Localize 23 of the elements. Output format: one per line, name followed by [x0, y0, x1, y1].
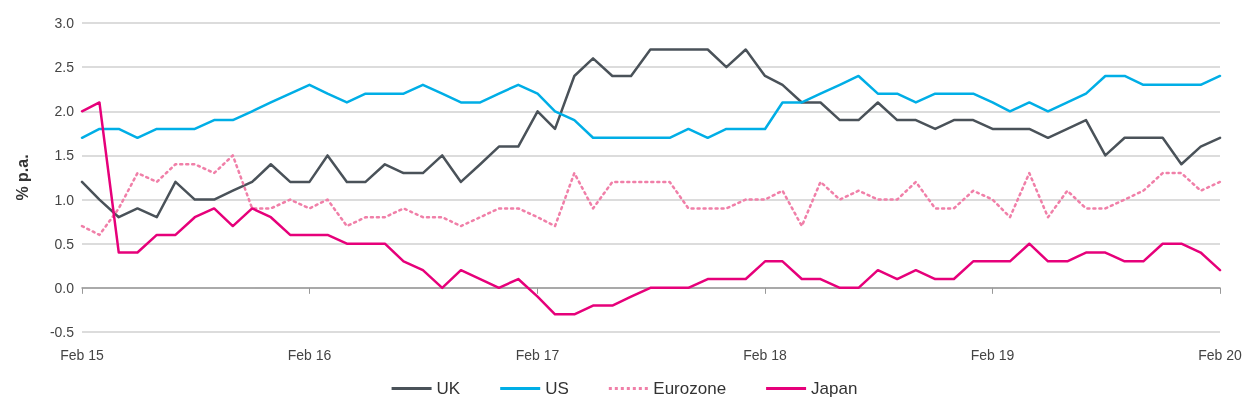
y-tick-label: 1.5 — [54, 147, 75, 164]
legend-label: US — [545, 379, 569, 398]
x-tick-label: Feb 17 — [515, 347, 560, 363]
x-tick-label: Feb 15 — [60, 347, 104, 363]
line-series — [80, 154, 1222, 237]
legend-label: Eurozone — [653, 379, 727, 398]
x-tick-label: Feb 19 — [970, 347, 1015, 363]
y-tick-label: 2.5 — [54, 59, 75, 76]
y-tick-label: 0.0 — [54, 279, 75, 296]
line-series — [80, 48, 1222, 219]
y-tick-label: 3.0 — [54, 15, 75, 31]
x-tick-label: Feb 18 — [743, 347, 788, 363]
line-series — [80, 101, 1222, 316]
y-axis-title: % p.a. — [13, 154, 31, 201]
y-tick-label: 2.0 — [54, 103, 75, 120]
x-tick-label: Feb 20 — [1198, 347, 1242, 363]
y-tick-label: 0.5 — [54, 235, 75, 252]
y-tick-label: 1.0 — [54, 191, 75, 208]
x-tick-label: Feb 16 — [287, 347, 332, 363]
legend-label: UK — [436, 379, 461, 398]
line-series — [80, 74, 1222, 140]
y-tick-label: -0.5 — [49, 324, 75, 340]
legend-label: Japan — [811, 379, 858, 398]
